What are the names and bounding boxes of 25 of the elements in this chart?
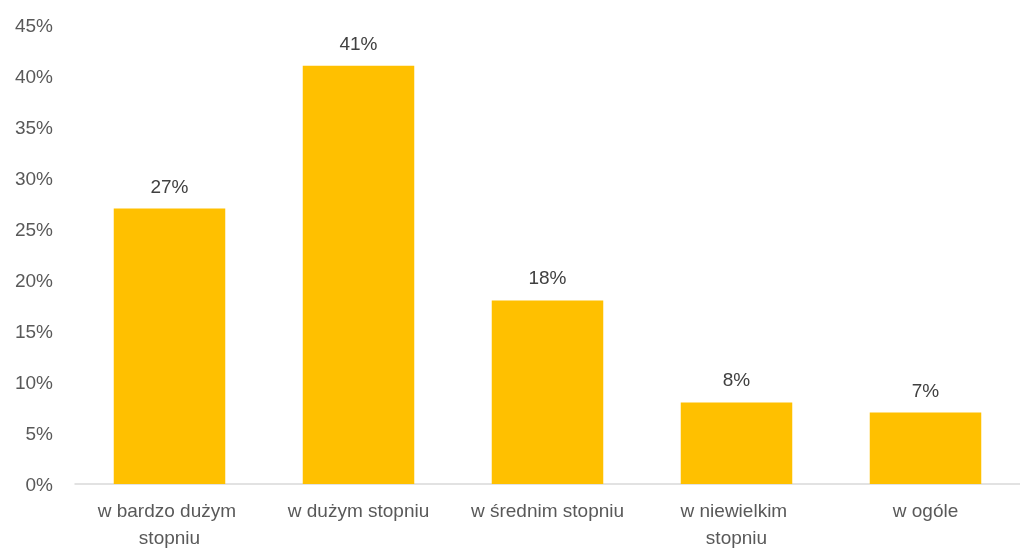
data-label: 41% bbox=[339, 32, 378, 54]
y-tick-label: 25% bbox=[14, 218, 54, 240]
bar bbox=[113, 208, 226, 484]
data-label: 27% bbox=[150, 175, 189, 197]
x-tick-label: w średnim stopniu bbox=[469, 500, 625, 521]
y-tick-label: 0% bbox=[25, 473, 54, 495]
x-tick-label: w ogóle bbox=[891, 500, 959, 521]
y-tick-label: 40% bbox=[14, 65, 54, 87]
y-tick-label: 5% bbox=[25, 422, 54, 444]
y-tick-label: 10% bbox=[14, 371, 54, 393]
y-tick-label: 15% bbox=[14, 320, 54, 342]
bar bbox=[302, 65, 415, 484]
bar bbox=[680, 402, 793, 484]
bar bbox=[491, 300, 604, 484]
y-tick-label: 20% bbox=[14, 269, 54, 291]
x-tick-label: w bardzo dużym stopniu bbox=[96, 500, 242, 548]
y-tick-label: 30% bbox=[14, 167, 54, 189]
y-tick-label: 35% bbox=[14, 116, 54, 138]
x-tick-label: w niewielkim stopniu bbox=[679, 500, 793, 548]
bar bbox=[869, 412, 982, 484]
data-label: 7% bbox=[911, 379, 940, 401]
data-label: 8% bbox=[722, 369, 751, 391]
data-label: 18% bbox=[528, 267, 567, 289]
y-tick-label: 45% bbox=[14, 14, 54, 36]
x-tick-label: w dużym stopniu bbox=[286, 500, 430, 521]
